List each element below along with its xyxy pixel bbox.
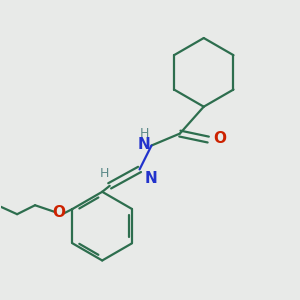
Text: N: N — [137, 137, 150, 152]
Text: O: O — [213, 131, 226, 146]
Text: H: H — [100, 167, 109, 180]
Text: N: N — [144, 171, 157, 186]
Text: H: H — [139, 127, 149, 140]
Text: O: O — [52, 205, 65, 220]
